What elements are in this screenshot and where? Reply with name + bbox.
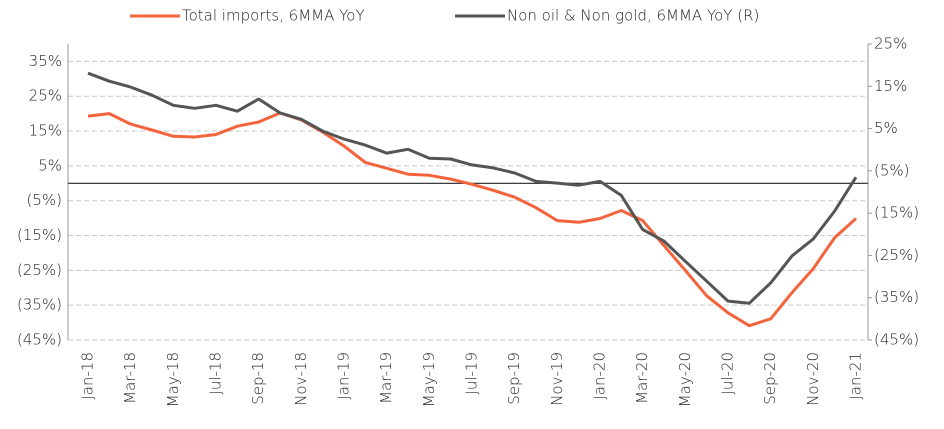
x-tick-label: Jan-20	[591, 352, 609, 400]
x-tick-label: Mar-18	[121, 352, 139, 404]
y2-tick-label: (35%)	[874, 288, 919, 306]
y-tick-label: (25%)	[17, 261, 62, 279]
y-tick-label: 35%	[29, 52, 62, 70]
x-tick-label: Sep-18	[249, 352, 267, 405]
x-tick-label: May-18	[164, 352, 182, 407]
y-tick-label: (35%)	[17, 296, 62, 314]
y2-tick-label: (15%)	[874, 204, 919, 222]
y2-tick-label: 15%	[874, 77, 907, 95]
y2-tick-label: (25%)	[874, 246, 919, 264]
x-tick-label: Jan-19	[335, 352, 353, 400]
x-tick-label: Jul-19	[463, 352, 481, 395]
legend-label: Total imports, 6MMA YoY	[182, 7, 365, 25]
x-tick-label: Sep-19	[505, 352, 523, 405]
y-tick-label: (15%)	[17, 226, 62, 244]
y2-tick-label: 25%	[874, 35, 907, 53]
x-tick-label: Jul-20	[719, 352, 737, 395]
x-tick-label: Nov-18	[292, 352, 310, 406]
y-tick-label: 25%	[29, 87, 62, 105]
y-tick-label: (45%)	[17, 331, 62, 349]
y-tick-label: (5%)	[26, 191, 62, 209]
series-line	[87, 111, 858, 328]
y2-tick-label: (45%)	[874, 331, 919, 349]
x-tick-label: Jul-18	[207, 352, 225, 395]
x-tick-label: May-19	[420, 352, 438, 407]
x-tick-label: Sep-20	[761, 352, 779, 405]
x-tick-label: May-20	[676, 352, 694, 407]
x-tick-label: Jan-21	[847, 352, 865, 400]
x-tick-label: Nov-19	[548, 352, 566, 406]
x-tick-label: Mar-20	[633, 352, 651, 404]
x-tick-label: Mar-19	[377, 352, 395, 404]
y2-tick-label: 5%	[874, 119, 898, 137]
legend-label: Non oil & Non gold, 6MMA YoY (R)	[507, 7, 759, 25]
y2-tick-label: (5%)	[874, 161, 910, 179]
series-line	[87, 71, 858, 305]
x-tick-label: Jan-18	[79, 352, 97, 400]
y-tick-label: 5%	[38, 156, 62, 174]
y-tick-label: 15%	[29, 122, 62, 140]
x-tick-label: Nov-20	[804, 352, 822, 406]
